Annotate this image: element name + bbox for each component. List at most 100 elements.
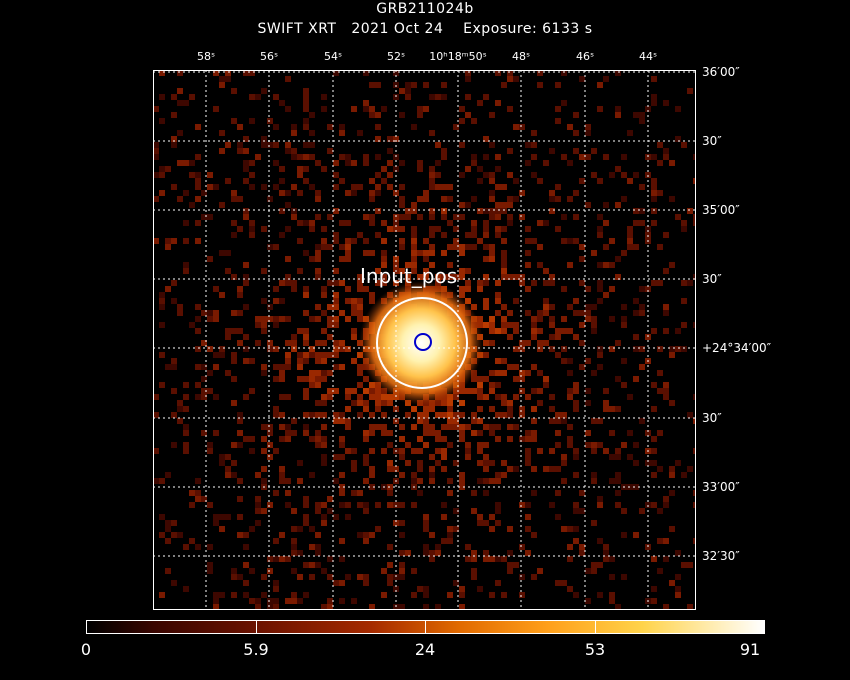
photon-pixel (657, 508, 663, 514)
photon-pixel (651, 448, 657, 454)
photon-pixel (339, 178, 345, 184)
photon-pixel (411, 250, 417, 256)
photon-pixel (627, 238, 633, 244)
photon-pixel (657, 430, 663, 436)
photon-pixel (267, 340, 273, 346)
photon-pixel (657, 190, 663, 196)
photon-pixel (663, 328, 669, 334)
photon-pixel (483, 442, 489, 448)
photon-pixel (333, 580, 339, 586)
photon-pixel (399, 160, 405, 166)
photon-pixel (273, 124, 279, 130)
photon-pixel (687, 412, 693, 418)
photon-pixel (255, 322, 261, 328)
photon-pixel (321, 292, 327, 298)
photon-pixel (537, 262, 543, 268)
photon-pixel (465, 298, 471, 304)
photon-pixel (405, 550, 411, 556)
photon-pixel (489, 424, 495, 430)
photon-pixel (255, 598, 261, 604)
photon-pixel (327, 394, 333, 400)
photon-pixel (363, 70, 369, 76)
photon-pixel (225, 76, 231, 82)
photon-pixel (279, 478, 285, 484)
photon-pixel (231, 442, 237, 448)
photon-pixel (573, 388, 579, 394)
photon-pixel (393, 520, 399, 526)
photon-pixel (291, 154, 297, 160)
photon-pixel (477, 586, 483, 592)
photon-pixel (429, 430, 435, 436)
photon-pixel (537, 82, 543, 88)
photon-pixel (213, 316, 219, 322)
photon-pixel (303, 178, 309, 184)
photon-pixel (693, 274, 696, 280)
photon-pixel (273, 316, 279, 322)
photon-pixel (603, 202, 609, 208)
photon-pixel (303, 154, 309, 160)
photon-pixel (159, 304, 165, 310)
photon-pixel (465, 388, 471, 394)
photon-pixel (663, 148, 669, 154)
photon-pixel (285, 106, 291, 112)
photon-pixel (549, 406, 555, 412)
photon-pixel (609, 556, 615, 562)
photon-pixel (411, 478, 417, 484)
photon-pixel (381, 238, 387, 244)
photon-pixel (195, 196, 201, 202)
photon-pixel (483, 226, 489, 232)
photon-pixel (471, 490, 477, 496)
photon-pixel (243, 358, 249, 364)
photon-pixel (549, 274, 555, 280)
photon-pixel (555, 196, 561, 202)
photon-pixel (501, 238, 507, 244)
photon-pixel (597, 364, 603, 370)
photon-pixel (459, 484, 465, 490)
photon-pixel (273, 556, 279, 562)
photon-pixel (345, 160, 351, 166)
photon-pixel (489, 316, 495, 322)
photon-pixel (267, 430, 273, 436)
photon-pixel (261, 508, 267, 514)
photon-pixel (495, 214, 501, 220)
photon-pixel (339, 220, 345, 226)
photon-pixel (309, 412, 315, 418)
photon-pixel (315, 352, 321, 358)
photon-pixel (309, 226, 315, 232)
photon-pixel (171, 94, 177, 100)
photon-pixel (693, 418, 696, 424)
photon-pixel (525, 448, 531, 454)
photon-pixel (321, 166, 327, 172)
photon-pixel (615, 112, 621, 118)
photon-pixel (261, 268, 267, 274)
photon-pixel (507, 202, 513, 208)
photon-pixel (315, 430, 321, 436)
photon-pixel (651, 94, 657, 100)
photon-pixel (537, 388, 543, 394)
photon-pixel (171, 238, 177, 244)
photon-pixel (585, 400, 591, 406)
photon-pixel (195, 478, 201, 484)
photon-pixel (399, 520, 405, 526)
photon-pixel (465, 286, 471, 292)
photon-pixel (555, 352, 561, 358)
photon-pixel (459, 106, 465, 112)
photon-pixel (579, 340, 585, 346)
photon-pixel (231, 88, 237, 94)
photon-pixel (483, 466, 489, 472)
photon-pixel (501, 262, 507, 268)
ra-tick-label: 52ˢ (386, 50, 406, 63)
photon-pixel (423, 592, 429, 598)
photon-pixel (471, 430, 477, 436)
photon-pixel (579, 178, 585, 184)
photon-pixel (357, 400, 363, 406)
photon-pixel (645, 430, 651, 436)
photon-pixel (345, 154, 351, 160)
photon-pixel (531, 406, 537, 412)
photon-pixel (483, 274, 489, 280)
photon-pixel (411, 262, 417, 268)
photon-pixel (381, 166, 387, 172)
photon-pixel (327, 598, 333, 604)
photon-pixel (405, 274, 411, 280)
photon-pixel (531, 154, 537, 160)
